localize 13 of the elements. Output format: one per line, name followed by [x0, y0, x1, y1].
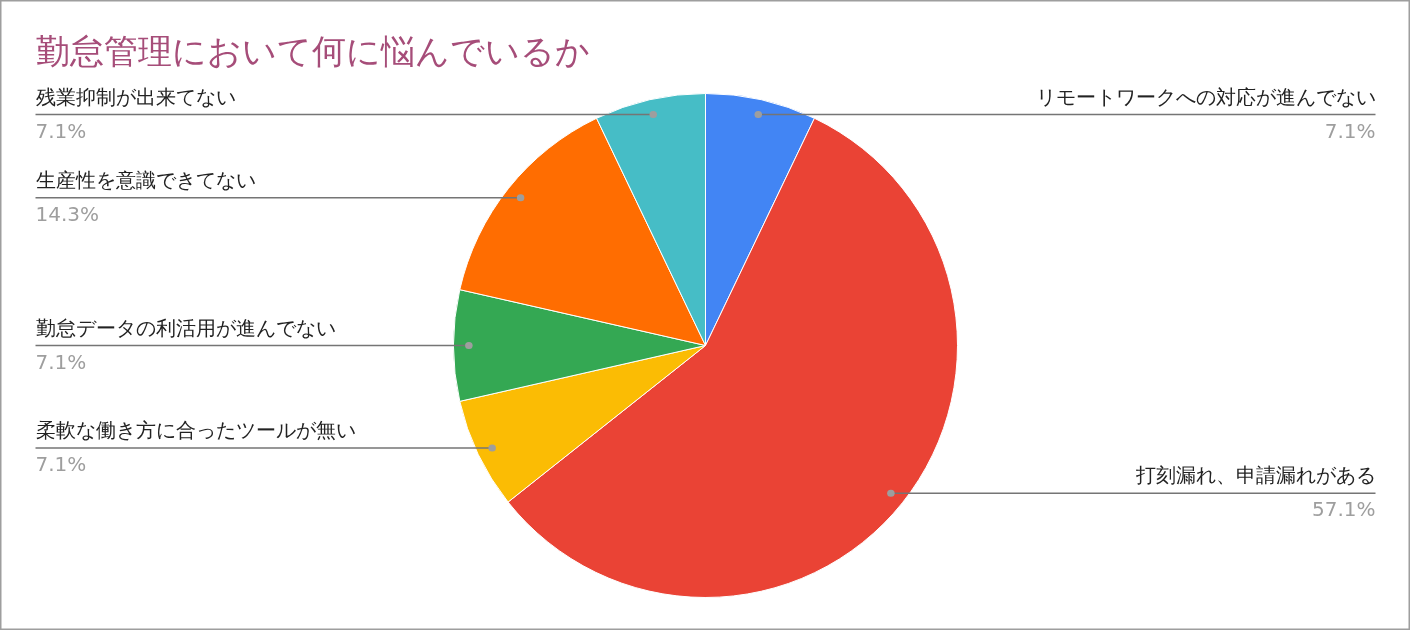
data-label: 7.1%: [35, 118, 87, 143]
chart-title: 勤怠管理において何に悩んでいるか: [35, 30, 590, 71]
slice-label: 残業抑制が出来てない: [35, 84, 236, 109]
data-label: 14.3%: [35, 201, 100, 226]
slice-label: 打刻漏れ、申請漏れがある: [1134, 463, 1376, 488]
data-label: 57.1%: [1311, 497, 1376, 522]
data-label: 7.1%: [35, 451, 87, 476]
slice-label: 生産性を意識できてない: [35, 167, 256, 192]
slice-label: 柔軟な働き方に合ったツールが無い: [35, 417, 356, 442]
data-label: 7.1%: [35, 349, 87, 374]
slice-label: リモートワークへの対応が進んでない: [1035, 84, 1376, 109]
data-label: 7.1%: [1324, 118, 1376, 143]
slice-label: 勤怠データの利活用が進んでない: [35, 315, 336, 340]
